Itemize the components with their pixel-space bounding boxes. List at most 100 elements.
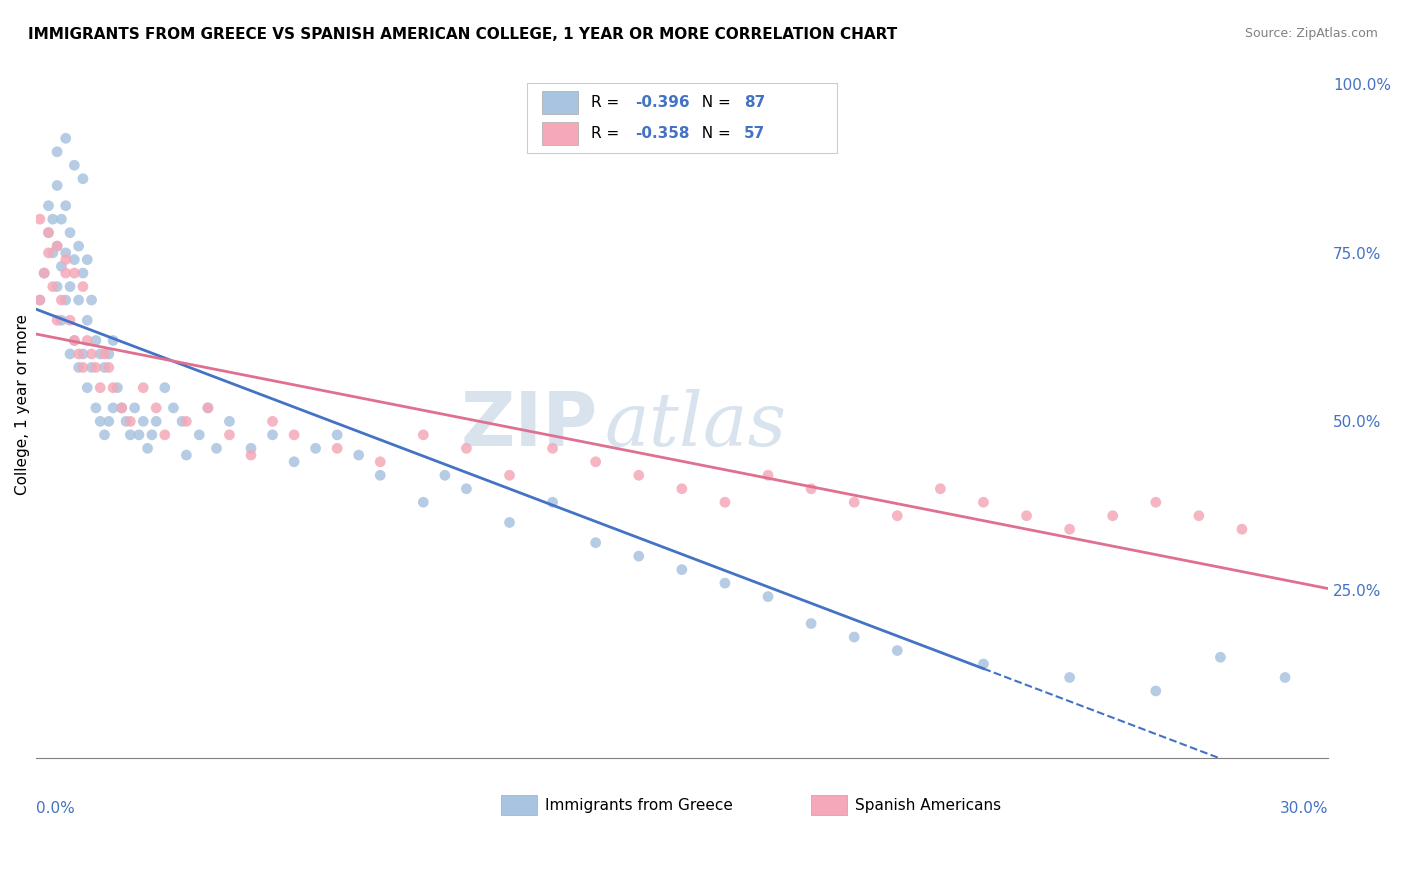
Y-axis label: College, 1 year or more: College, 1 year or more <box>15 314 30 495</box>
Point <box>111 401 134 415</box>
Point <box>84 334 107 348</box>
Point <box>714 495 737 509</box>
Point <box>585 535 607 549</box>
Point <box>756 468 779 483</box>
Point <box>89 381 111 395</box>
Text: 87: 87 <box>744 95 765 110</box>
Point <box>93 347 115 361</box>
Point <box>59 279 82 293</box>
Point <box>107 381 129 395</box>
Point <box>627 468 650 483</box>
Point <box>929 482 952 496</box>
Point <box>42 245 65 260</box>
Point <box>55 252 77 267</box>
Point <box>46 178 69 193</box>
Point <box>1144 495 1167 509</box>
Point <box>59 313 82 327</box>
Point <box>37 199 59 213</box>
Point <box>51 260 73 274</box>
Point <box>412 495 434 509</box>
Point <box>1274 670 1296 684</box>
Point <box>72 266 94 280</box>
Point <box>972 657 994 671</box>
Point <box>800 616 823 631</box>
Point <box>714 576 737 591</box>
Point <box>124 401 146 415</box>
Point <box>197 401 219 415</box>
Point <box>89 347 111 361</box>
Text: IMMIGRANTS FROM GREECE VS SPANISH AMERICAN COLLEGE, 1 YEAR OR MORE CORRELATION C: IMMIGRANTS FROM GREECE VS SPANISH AMERIC… <box>28 27 897 42</box>
Point <box>80 347 103 361</box>
Point <box>28 293 51 307</box>
Point <box>51 212 73 227</box>
Point <box>326 442 349 456</box>
Point <box>136 442 159 456</box>
Text: ZIP: ZIP <box>461 389 598 462</box>
Point <box>1209 650 1232 665</box>
Text: 30.0%: 30.0% <box>1279 801 1329 816</box>
Point <box>76 313 98 327</box>
Text: 0.0%: 0.0% <box>35 801 75 816</box>
Point <box>145 401 167 415</box>
Point <box>162 401 184 415</box>
Point <box>262 414 284 428</box>
Point <box>671 563 693 577</box>
Point <box>115 414 138 428</box>
Point <box>63 158 86 172</box>
Point <box>368 455 391 469</box>
Point <box>176 448 198 462</box>
Text: 57: 57 <box>744 126 765 141</box>
Point <box>28 293 51 307</box>
Point <box>97 414 120 428</box>
Point <box>84 401 107 415</box>
Point <box>46 279 69 293</box>
Point <box>120 427 142 442</box>
Point <box>153 427 176 442</box>
Point <box>101 381 124 395</box>
Point <box>37 226 59 240</box>
Text: N =: N = <box>692 95 735 110</box>
Point <box>80 293 103 307</box>
Point <box>205 442 228 456</box>
Point <box>63 266 86 280</box>
Point <box>283 455 305 469</box>
Point <box>128 427 150 442</box>
Point <box>93 360 115 375</box>
Point <box>76 252 98 267</box>
Point <box>84 360 107 375</box>
Point <box>456 442 478 456</box>
Point <box>37 245 59 260</box>
Point <box>101 334 124 348</box>
Point <box>886 508 908 523</box>
Point <box>498 468 520 483</box>
Point <box>170 414 193 428</box>
Point <box>412 427 434 442</box>
Point <box>93 427 115 442</box>
Point <box>59 347 82 361</box>
Point <box>153 381 176 395</box>
Text: atlas: atlas <box>605 390 786 462</box>
Text: R =: R = <box>592 95 624 110</box>
Point <box>59 226 82 240</box>
Point <box>97 360 120 375</box>
Point <box>1188 508 1211 523</box>
Point <box>800 482 823 496</box>
Text: R =: R = <box>592 126 624 141</box>
Point <box>498 516 520 530</box>
Point <box>63 334 86 348</box>
Point <box>72 347 94 361</box>
Point <box>283 427 305 442</box>
Point <box>1101 508 1123 523</box>
Point <box>368 468 391 483</box>
Point <box>756 590 779 604</box>
Text: Immigrants from Greece: Immigrants from Greece <box>546 797 733 813</box>
Point <box>197 401 219 415</box>
Point <box>132 414 155 428</box>
Point <box>1144 684 1167 698</box>
Point <box>627 549 650 563</box>
Point <box>76 334 98 348</box>
Point <box>32 266 55 280</box>
Point <box>55 266 77 280</box>
Point <box>433 468 456 483</box>
Point <box>541 442 564 456</box>
